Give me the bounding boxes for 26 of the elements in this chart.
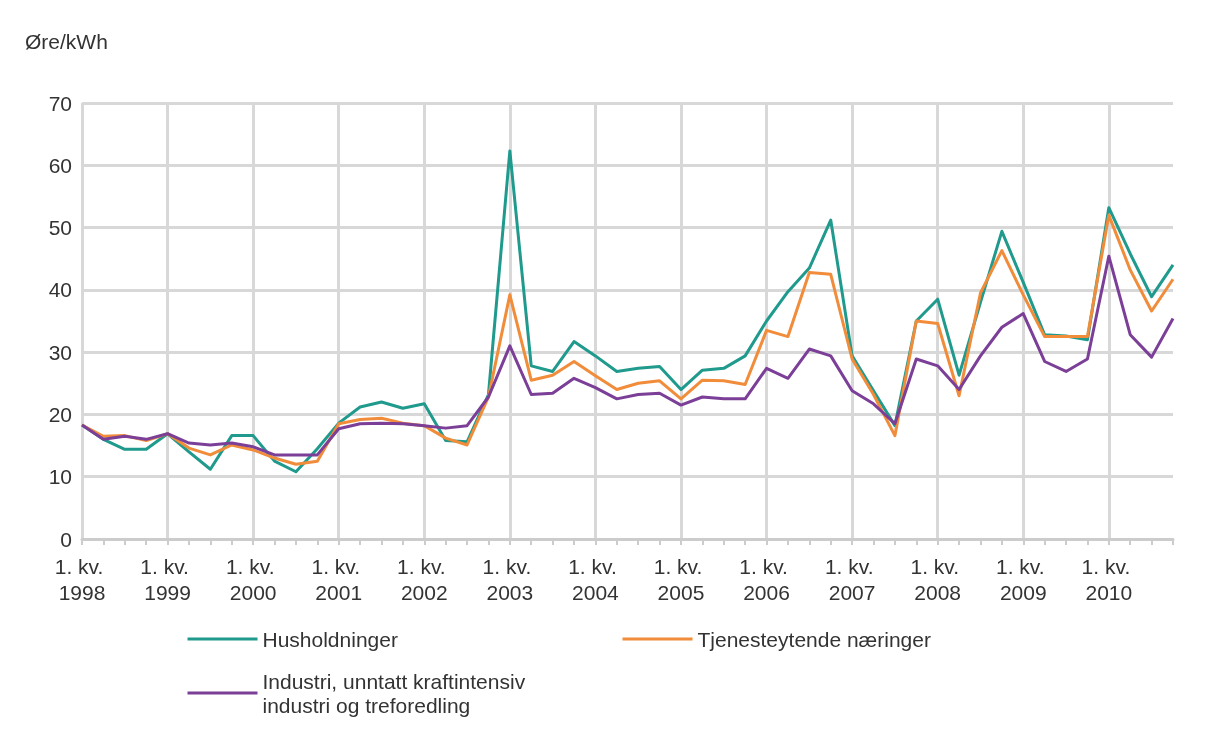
x-tick-label: 1. kv. 2002 (397, 554, 452, 604)
y-tick-label: 40 (48, 278, 72, 302)
y-tick-label: 70 (48, 91, 72, 115)
y-tick-label: 20 (48, 402, 72, 426)
y-tick-label: 0 (60, 527, 72, 551)
legend-label: Husholdninger (262, 627, 398, 651)
legend-label: Tjenesteytende næringer (697, 627, 931, 651)
x-tick-label: 1. kv. 2006 (739, 554, 794, 604)
x-tick-label: 1. kv. 2010 (1081, 554, 1137, 604)
x-tick-label: 1. kv. 1999 (140, 554, 195, 604)
y-axis-title: Øre/kWh (25, 30, 108, 53)
x-tick-label: 1. kv. 2000 (225, 554, 281, 604)
y-tick-label: 50 (48, 216, 72, 240)
x-tick-label: 1. kv. 2005 (653, 554, 709, 604)
y-tick-label: 10 (48, 465, 72, 489)
x-tick-label: 1. kv. 2004 (568, 554, 623, 604)
x-tick-label: 1. kv. 2009 (996, 554, 1051, 604)
y-tick-label: 60 (48, 153, 72, 177)
x-tick-label: 1. kv. 2001 (311, 554, 366, 604)
x-tick-label: 1. kv. 2008 (910, 554, 965, 604)
line-series (80, 254, 1175, 457)
x-tick-label: 1. kv. 2003 (482, 554, 538, 604)
legend-label: Industri, unntatt kraftintensiv industri og treforedling (262, 669, 531, 717)
y-tick-label: 30 (48, 340, 72, 364)
x-tick-label: 1. kv. 1998 (54, 554, 110, 604)
x-tick-label: 1. kv. 2007 (824, 554, 880, 604)
